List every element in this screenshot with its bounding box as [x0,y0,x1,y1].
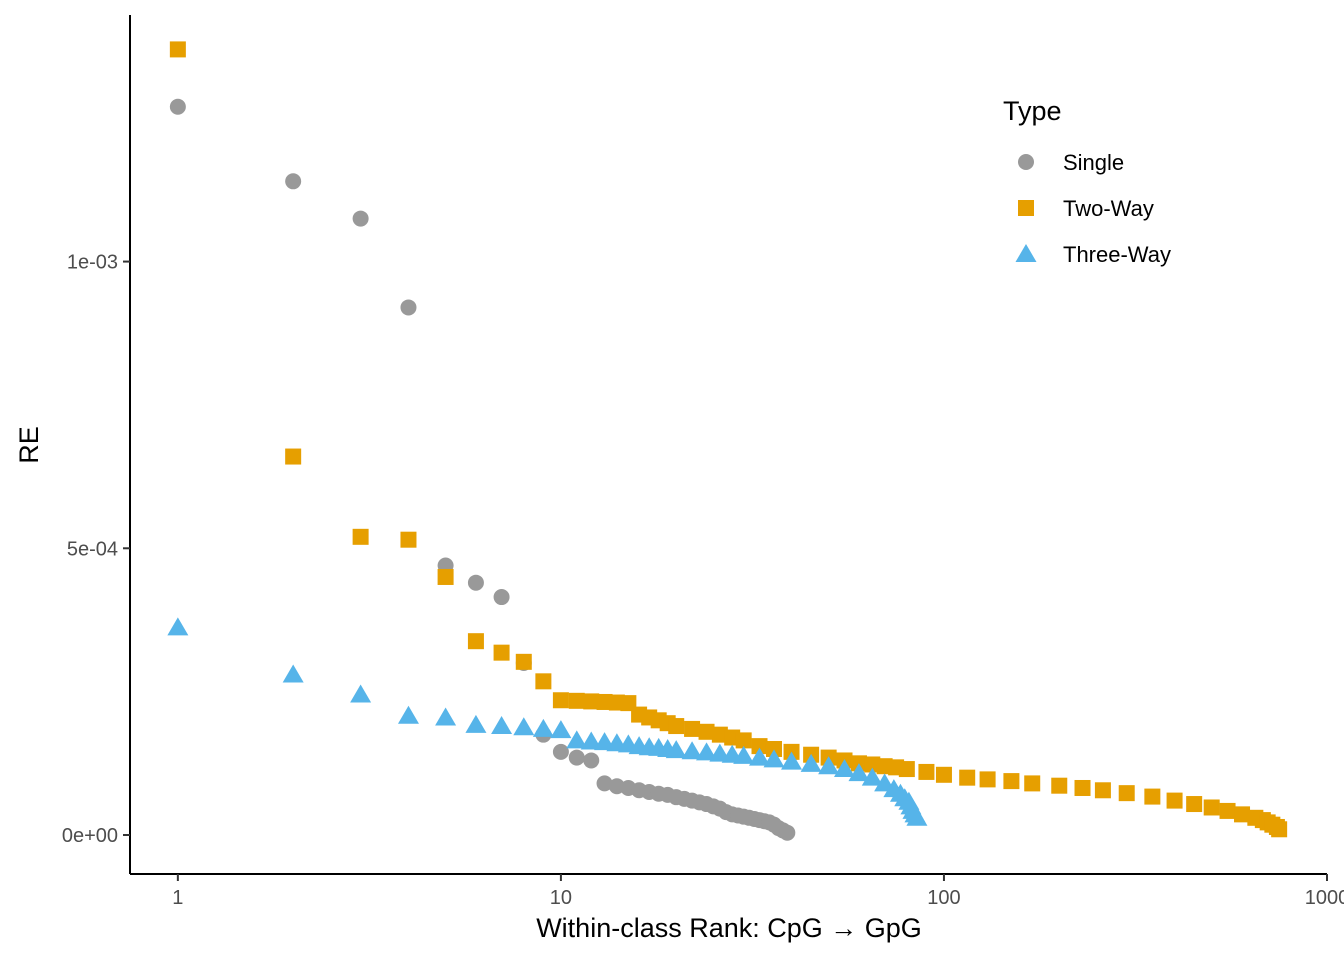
data-point [848,763,870,782]
legend-key-two-way [1018,200,1034,216]
data-point [959,769,976,786]
data-point [397,705,419,724]
data-point [1271,821,1288,838]
data-point [935,766,952,783]
data-point [864,756,881,773]
data-point [532,718,554,737]
data-point [833,759,855,778]
x-tick-label: 100 [927,887,960,909]
legend-key-three-way [1015,244,1037,262]
y-ticks: 0e+00 5e-04 1e-03 [62,252,130,847]
points-layer [167,41,1288,841]
data-point [1144,788,1161,805]
series-two-way [169,41,1288,838]
data-point [282,664,304,683]
data-point [467,574,484,591]
data-point [898,761,915,778]
data-point [167,617,189,636]
data-point [781,751,803,770]
data-point [979,771,996,788]
data-point [285,448,302,465]
series-three-way [167,617,928,826]
data-point [169,98,186,115]
data-point [735,732,752,749]
data-point [733,745,755,764]
data-point [568,692,585,709]
data-point [350,684,372,703]
y-tick-label: 5e-04 [67,538,118,560]
data-point [580,731,602,750]
data-point [169,41,186,58]
data-point [568,749,585,766]
x-axis-title: Within-class Rank: CpG → GpG [536,913,922,943]
data-point [751,738,768,755]
data-point [467,633,484,650]
data-point [906,807,928,826]
data-point [550,720,572,739]
data-point [763,749,785,768]
data-point [1094,782,1111,799]
data-point [515,653,532,670]
data-point [684,720,701,737]
data-point [513,717,535,736]
data-point [566,730,588,749]
y-axis-title: RE [14,426,44,464]
data-point [1051,777,1068,794]
data-point [352,528,369,545]
data-point [861,767,883,786]
y-tick-label: 0e+00 [62,825,118,847]
data-point [800,753,822,772]
legend-title: Type [1003,96,1062,126]
legend: Type Single Two-Way Three-Way [1003,96,1171,267]
data-point [918,763,935,780]
data-point [552,743,569,760]
data-point [1166,792,1183,809]
data-point [668,718,685,735]
data-point [435,707,457,726]
data-point [818,756,840,775]
x-tick-label: 1 [172,887,183,909]
data-point [1219,802,1236,819]
data-point [493,589,510,606]
legend-label: Three-Way [1063,242,1171,267]
data-point [765,740,782,757]
data-point [596,775,613,792]
data-point [583,752,600,769]
data-point [535,673,552,690]
data-point [1074,779,1091,796]
data-point [698,723,715,740]
data-point [1118,785,1135,802]
x-tick-label: 10 [550,887,572,909]
data-point [711,726,728,743]
data-point [1203,799,1220,816]
data-point [583,693,600,710]
data-point [491,716,513,735]
data-point [1234,806,1251,823]
data-point [400,299,417,316]
data-point [1024,775,1041,792]
data-point [596,693,613,710]
data-point [493,644,510,661]
data-point [352,210,369,227]
data-point [552,692,569,709]
x-tick-label: 1000 [1305,887,1344,909]
legend-label: Single [1063,150,1124,175]
data-point [779,824,796,841]
data-point [1186,796,1203,813]
data-point [696,742,718,761]
data-point [400,531,417,548]
data-point [681,741,703,760]
data-point [749,747,771,766]
x-ticks: 1 10 100 1000 [172,874,1344,909]
y-tick-label: 1e-03 [67,252,118,274]
legend-key-single [1018,154,1034,170]
legend-items: Single Two-Way Three-Way [1015,150,1171,267]
data-point [465,714,487,733]
data-point [665,740,687,759]
data-point [1003,773,1020,790]
data-point [437,568,454,585]
legend-label: Two-Way [1063,196,1154,221]
data-point [285,173,302,190]
